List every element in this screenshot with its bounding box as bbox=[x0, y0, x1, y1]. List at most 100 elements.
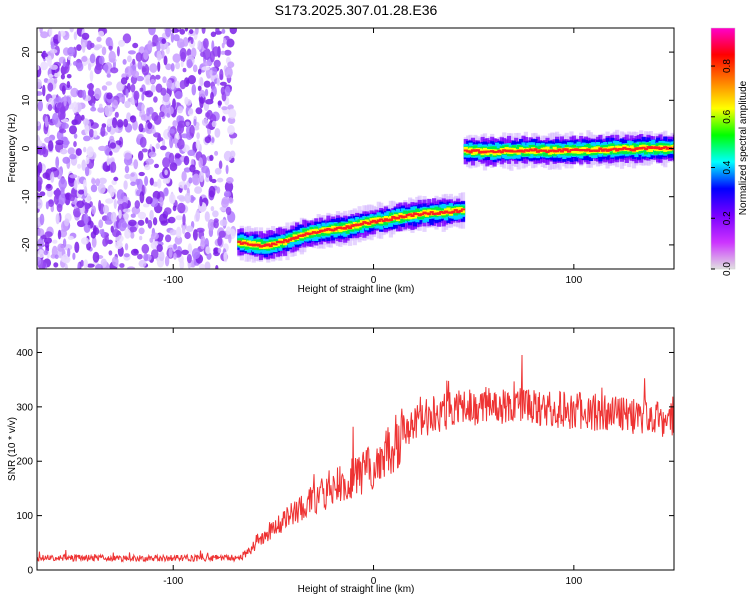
ridge-cell bbox=[374, 217, 379, 223]
noise-speckle bbox=[47, 104, 53, 111]
noise-speckle bbox=[56, 203, 63, 213]
x-tick-label: -100 bbox=[163, 576, 183, 587]
noise-speckle bbox=[69, 154, 77, 160]
noise-speckle bbox=[60, 136, 68, 141]
noise-speckle bbox=[204, 88, 209, 97]
noise-speckle bbox=[169, 229, 177, 236]
noise-speckle bbox=[213, 59, 221, 68]
noise-speckle bbox=[157, 61, 161, 72]
ridge-cell bbox=[386, 219, 391, 222]
noise-speckle bbox=[102, 205, 110, 214]
ridge-cell bbox=[595, 149, 601, 152]
ridge-cell bbox=[256, 243, 261, 247]
noise-speckle bbox=[157, 178, 162, 189]
noise-speckle bbox=[199, 77, 204, 87]
ridge-cell bbox=[388, 216, 393, 221]
noise-speckle bbox=[131, 70, 140, 78]
ridge-cell bbox=[439, 211, 444, 213]
ridge-cell bbox=[271, 242, 276, 245]
ridge-cell bbox=[292, 236, 297, 240]
ridge-cell bbox=[644, 148, 649, 151]
noise-speckle bbox=[210, 206, 215, 212]
noise-speckle bbox=[86, 146, 94, 158]
ridge-cell bbox=[557, 148, 562, 152]
ridge-cell bbox=[352, 224, 357, 227]
ridge-cell bbox=[316, 230, 321, 234]
noise-speckle bbox=[181, 133, 189, 139]
noise-speckle bbox=[155, 143, 160, 149]
noise-speckle bbox=[98, 219, 104, 229]
ridge-cell bbox=[251, 243, 256, 247]
noise-speckle bbox=[139, 87, 144, 92]
noise-speckle bbox=[111, 256, 119, 267]
noise-speckle bbox=[73, 141, 77, 148]
noise-speckle bbox=[46, 189, 53, 198]
noise-speckle bbox=[94, 87, 102, 100]
noise-speckle bbox=[69, 194, 75, 202]
spectrogram-heatmap bbox=[37, 28, 674, 269]
noise-speckle bbox=[163, 55, 168, 66]
noise-speckle bbox=[85, 156, 90, 165]
noise-speckle bbox=[90, 106, 97, 112]
ridge-cell bbox=[617, 148, 622, 151]
snr-series-line bbox=[37, 354, 674, 563]
noise-speckle bbox=[122, 59, 127, 65]
ridge-cell bbox=[381, 217, 386, 222]
ridge-cell bbox=[258, 245, 264, 248]
noise-speckle bbox=[52, 112, 59, 125]
noise-speckle bbox=[150, 241, 159, 250]
ridge-cell bbox=[280, 241, 285, 244]
noise-speckle bbox=[132, 42, 139, 49]
noise-speckle bbox=[197, 40, 202, 50]
noise-speckle bbox=[224, 49, 232, 56]
noise-speckle bbox=[156, 50, 162, 61]
noise-speckle bbox=[110, 161, 117, 173]
noise-speckle bbox=[186, 79, 190, 84]
noise-speckle bbox=[82, 118, 90, 126]
noise-speckle bbox=[83, 135, 91, 142]
ridge-cell bbox=[405, 214, 410, 219]
noise-speckle bbox=[187, 243, 193, 255]
noise-speckle bbox=[80, 259, 84, 267]
noise-speckle bbox=[183, 167, 191, 173]
noise-speckle bbox=[227, 61, 235, 68]
ridge-cell bbox=[275, 241, 280, 247]
noise-speckle bbox=[70, 87, 79, 98]
ridge-cell bbox=[663, 146, 668, 149]
noise-speckle bbox=[135, 52, 143, 62]
ridge-cell bbox=[555, 150, 560, 153]
noise-speckle bbox=[132, 58, 136, 66]
noise-speckle bbox=[91, 102, 95, 109]
noise-speckle bbox=[97, 106, 105, 113]
noise-speckle bbox=[212, 210, 219, 218]
noise-speckle bbox=[192, 229, 198, 241]
noise-speckle bbox=[163, 187, 169, 197]
ridge-cell bbox=[379, 218, 384, 224]
noise-speckle bbox=[202, 48, 211, 60]
noise-speckle bbox=[148, 151, 157, 158]
noise-speckle bbox=[101, 228, 105, 239]
noise-speckle bbox=[133, 248, 139, 254]
ridge-cell bbox=[619, 148, 625, 151]
noise-speckle bbox=[47, 199, 55, 208]
ridge-cell bbox=[473, 149, 478, 152]
noise-speckle bbox=[99, 103, 103, 109]
ridge-cell bbox=[412, 212, 417, 216]
ridge-cell bbox=[535, 150, 540, 153]
ridge-cell bbox=[487, 150, 492, 153]
noise-speckle bbox=[57, 109, 66, 120]
noise-speckle bbox=[173, 34, 180, 42]
noise-speckle bbox=[197, 68, 202, 75]
noise-speckle bbox=[53, 262, 59, 268]
ridge-cell bbox=[331, 225, 336, 232]
noise-speckle bbox=[177, 202, 186, 214]
ridge-cell bbox=[350, 224, 355, 228]
noise-speckle bbox=[39, 213, 45, 226]
noise-speckle bbox=[108, 45, 113, 50]
ridge-cell bbox=[237, 240, 242, 243]
ridge-cell bbox=[612, 148, 617, 153]
noise-speckle bbox=[112, 229, 120, 238]
noise-speckle bbox=[215, 28, 220, 35]
ridge-cell bbox=[287, 238, 292, 241]
noise-speckle bbox=[176, 138, 185, 150]
